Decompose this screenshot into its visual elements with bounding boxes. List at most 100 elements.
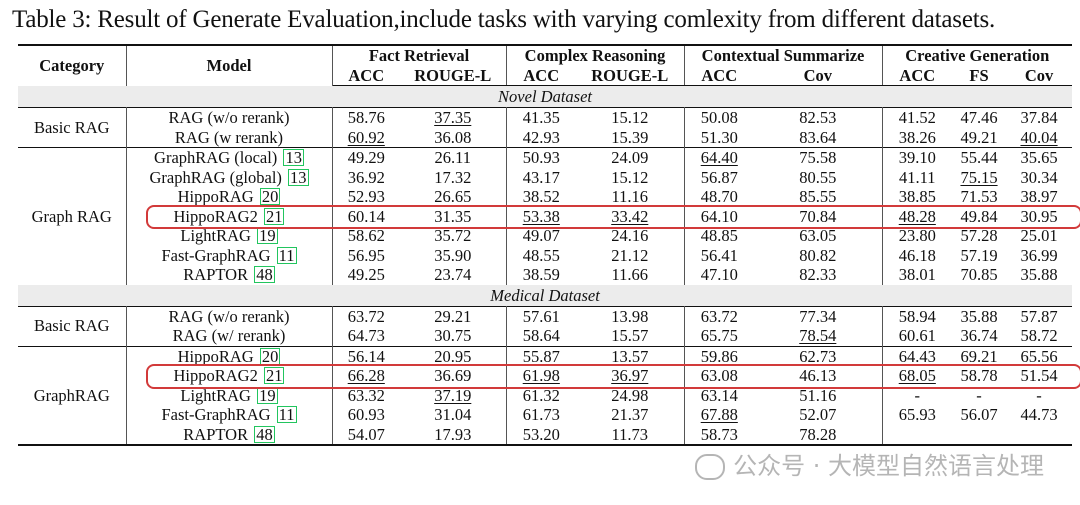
- citation-link[interactable]: 11: [276, 245, 297, 265]
- value-text: 36.74: [960, 326, 998, 345]
- header-group: Complex Reasoning: [506, 45, 685, 66]
- model-name: LightRAG: [180, 226, 251, 245]
- value-cell: 38.85: [882, 187, 952, 207]
- model-cell: RAG (w/o rerank): [126, 107, 333, 128]
- value-cell: 64.73: [332, 326, 400, 346]
- value-cell: 48.70: [684, 187, 754, 207]
- value-cell: 36.69: [400, 366, 507, 386]
- value-cell: 64.43: [882, 345, 953, 366]
- value-cell: 78.28: [754, 424, 883, 446]
- table-row: GraphRAG HippoRAG 20 56.14 20.95 55.87 13.57 5…: [18, 345, 1073, 445]
- value-cell: 64.40: [684, 147, 755, 168]
- value-text: 58.64: [522, 326, 560, 345]
- value-text: 48.70: [700, 187, 738, 206]
- value-cell: 63.08: [684, 366, 754, 386]
- value-text: 60.14: [347, 206, 385, 226]
- value-cell: 30.34: [1006, 168, 1072, 188]
- value-text: 63.32: [347, 385, 385, 405]
- value-cell: 13.98: [576, 305, 685, 326]
- citation-link[interactable]: 21: [263, 366, 285, 385]
- value-cell: 43.17: [506, 168, 576, 188]
- value-cell: 47.10: [684, 265, 754, 285]
- citation-link[interactable]: 13: [288, 167, 309, 187]
- value-text: 61.32: [522, 385, 560, 405]
- value-cell: 66.28: [332, 366, 400, 386]
- value-text: 64.40: [700, 148, 738, 167]
- value-text: 52.07: [799, 405, 837, 424]
- value-cell: 50.08: [684, 107, 755, 128]
- value-cell: 58.73: [684, 424, 755, 446]
- value-cell: 49.84: [952, 207, 1006, 227]
- value-cell: 54.07: [332, 424, 400, 446]
- value-cell: 37.84: [1006, 107, 1073, 128]
- citation-link[interactable]: 21: [263, 206, 285, 226]
- value-text: 61.98: [522, 366, 560, 385]
- value-cell: 36.08: [400, 127, 507, 148]
- value-cell: 39.10: [882, 147, 953, 168]
- citation-link[interactable]: 20: [259, 346, 281, 366]
- value-cell: 25.01: [1006, 226, 1072, 246]
- table-row: Basic RAG RAG (w/o rerank) 63.72 29.21 57.61…: [18, 305, 1073, 346]
- value-text: -: [914, 385, 921, 405]
- value-cell: 36.74: [952, 326, 1006, 346]
- value-text: 42.93: [522, 127, 560, 147]
- value-cell: 24.98: [576, 385, 685, 405]
- citation-link[interactable]: 13: [283, 148, 304, 167]
- value-cell: 38.59: [506, 265, 576, 285]
- value-cell: 36.99: [1006, 246, 1072, 266]
- value-text: -: [1036, 385, 1042, 405]
- value-text: 78.54: [799, 326, 837, 345]
- value-text: 57.87: [1020, 306, 1058, 326]
- value-text: 15.12: [611, 108, 649, 127]
- header-model: Model: [126, 45, 333, 86]
- value-text: 63.05: [799, 226, 837, 245]
- value-text: 17.93: [434, 424, 472, 444]
- value-text: 77.34: [799, 306, 837, 326]
- citation-link[interactable]: 19: [257, 226, 278, 245]
- value-cell: 51.30: [684, 128, 754, 148]
- value-text: 82.53: [799, 108, 837, 127]
- value-text: 60.92: [347, 127, 385, 147]
- citation-link[interactable]: 48: [254, 265, 275, 284]
- value-text: 38.59: [522, 265, 560, 284]
- citation-link[interactable]: 20: [259, 187, 281, 206]
- value-cell: 82.53: [754, 107, 883, 128]
- value-text: 63.72: [700, 306, 738, 326]
- value-text: 55.87: [522, 346, 560, 366]
- model-cell: RAG (w/o rerank): [126, 305, 333, 326]
- citation-link[interactable]: 19: [257, 385, 278, 405]
- table-caption: Table 3: Result of Generate Evaluation,i…: [12, 6, 996, 33]
- value-text: 29.21: [434, 306, 472, 326]
- header-metric: FS: [952, 65, 1007, 86]
- model-name: HippoRAG: [177, 346, 254, 366]
- value-cell: 21.37: [576, 405, 685, 425]
- value-cell: 20.95: [400, 345, 507, 366]
- table-row: Fast-GraphRAG 11 56.95 35.90 48.55 21.12 56.4…: [18, 245, 1072, 266]
- value-cell: 67.88: [684, 405, 754, 425]
- value-cell: 11.66: [576, 265, 685, 285]
- value-text: 23.80: [898, 226, 936, 245]
- value-cell: 75.58: [754, 147, 883, 168]
- value-cell: 57.87: [1006, 305, 1073, 326]
- value-text: 38.26: [898, 127, 936, 147]
- value-text: 56.07: [960, 405, 998, 424]
- value-cell: 56.41: [684, 246, 754, 266]
- value-text: 48.28: [898, 206, 936, 226]
- citation-link[interactable]: 11: [276, 405, 297, 424]
- value-cell: 35.88: [952, 305, 1007, 326]
- model-cell: Fast-GraphRAG 11: [126, 245, 333, 265]
- citation-link[interactable]: 48: [254, 424, 275, 444]
- value-cell: 48.55: [506, 246, 576, 266]
- value-text: 37.19: [434, 385, 472, 405]
- section-title: Medical Dataset: [18, 284, 1073, 306]
- value-text: 49.84: [960, 206, 998, 226]
- value-text: 36.69: [434, 366, 472, 385]
- value-cell: 63.72: [332, 305, 400, 326]
- value-text: 83.64: [799, 127, 837, 147]
- value-text: 56.95: [347, 245, 385, 265]
- header-metric: Cov: [754, 65, 883, 86]
- header-metric: Cov: [1006, 65, 1073, 86]
- value-cell: 56.14: [332, 345, 400, 366]
- value-text: 11.73: [611, 424, 649, 444]
- value-cell: 60.92: [332, 128, 400, 148]
